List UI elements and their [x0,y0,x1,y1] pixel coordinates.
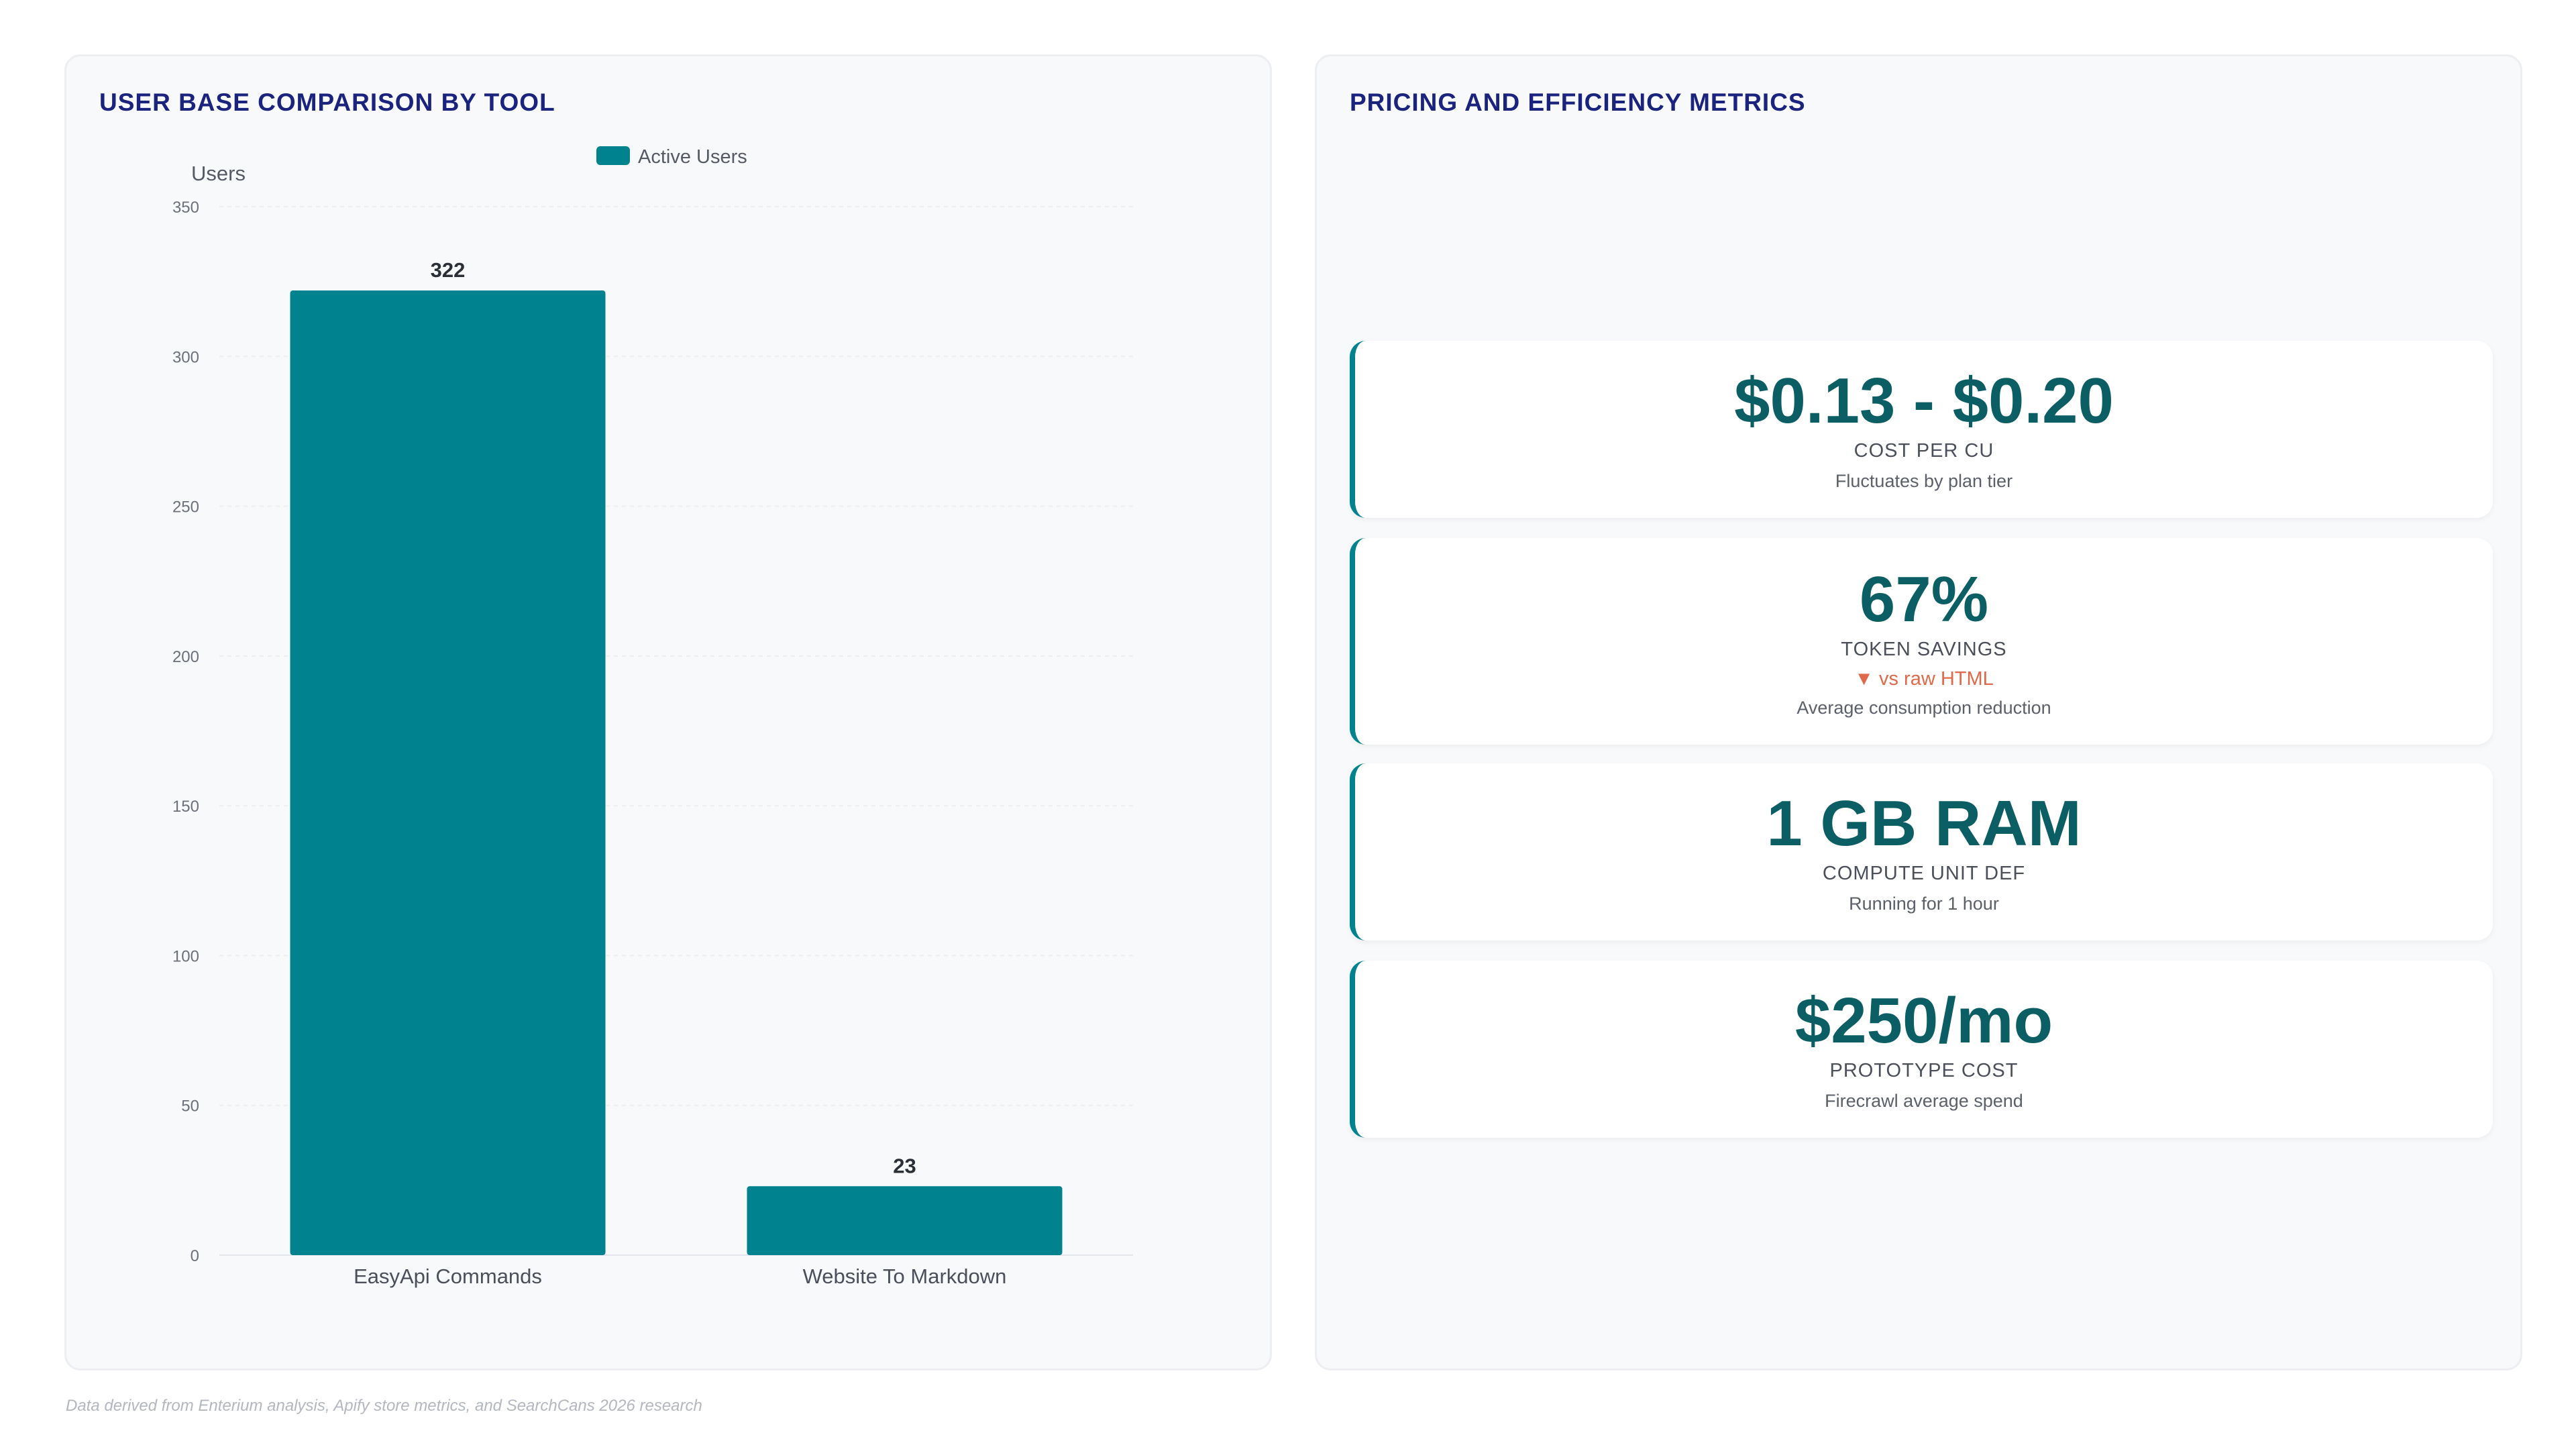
legend-swatch [596,146,630,165]
metrics-panel-title: PRICING AND EFFICIENCY METRICS [1350,89,1806,116]
metric-note: Running for 1 hour [1849,894,1999,914]
y-tick-label: 300 [172,348,199,366]
bar-chart: 0 50 100 150 200 250 300 350 Users Active Users 32… [172,146,1133,1288]
metric-label: COST PER CU [1854,440,1994,462]
legend-label: Active Users [638,146,747,168]
metric-note: Firecrawl average spend [1825,1091,2023,1111]
y-tick-label: 0 [191,1247,199,1265]
metric-card-token-savings: 67% TOKEN SAVINGS ▼ vs raw HTML Average … [1350,538,2493,745]
metric-label: PROTOTYPE COST [1829,1060,2019,1081]
metric-note: Average consumption reduction [1796,698,2051,718]
metric-value: $0.13 - $0.20 [1734,365,2114,437]
y-tick-label: 100 [172,947,199,965]
metric-delta: ▼ vs raw HTML [1854,668,1994,690]
metric-card-prototype-cost: $250/mo PROTOTYPE COST Firecrawl average… [1350,961,2493,1138]
y-axis-label: Users [191,162,246,185]
y-tick-label: 250 [172,498,199,517]
user-base-chart-panel: USER BASE COMPARISON BY TOOL 0 50 100 150 20… [64,54,1272,1371]
chart-panel-title: USER BASE COMPARISON BY TOOL [99,89,555,116]
metric-label: TOKEN SAVINGS [1841,639,2007,660]
x-tick-label: Website To Markdown [803,1265,1007,1288]
bar [747,1186,1063,1255]
pricing-metrics-panel: PRICING AND EFFICIENCY METRICS $0.13 - $… [1315,54,2522,1371]
bar [290,290,606,1255]
metric-note: Fluctuates by plan tier [1835,471,2013,491]
metric-value: 1 GB RAM [1766,788,2082,859]
metric-card-compute-unit: 1 GB RAM COMPUTE UNIT DEF Running for 1 … [1350,763,2493,941]
metric-label: COMPUTE UNIT DEF [1822,863,2026,884]
metric-value: $250/mo [1794,985,2053,1057]
x-tick-label: EasyApi Commands [354,1265,542,1288]
y-tick-label: 200 [172,648,199,666]
y-tick-label: 150 [172,798,199,816]
y-tick-label: 50 [181,1097,199,1116]
y-tick-label: 350 [172,199,199,217]
bar-value-label: 23 [893,1154,916,1177]
metric-value: 67% [1859,564,1989,635]
source-footnote: Data derived from Enterium analysis, Api… [66,1397,702,1415]
metric-card-cost-per-cu: $0.13 - $0.20 COST PER CU Fluctuates by … [1350,341,2493,518]
bar-value-label: 322 [431,258,466,282]
